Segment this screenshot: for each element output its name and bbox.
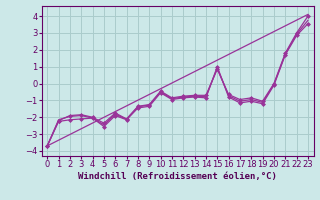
X-axis label: Windchill (Refroidissement éolien,°C): Windchill (Refroidissement éolien,°C)	[78, 172, 277, 181]
